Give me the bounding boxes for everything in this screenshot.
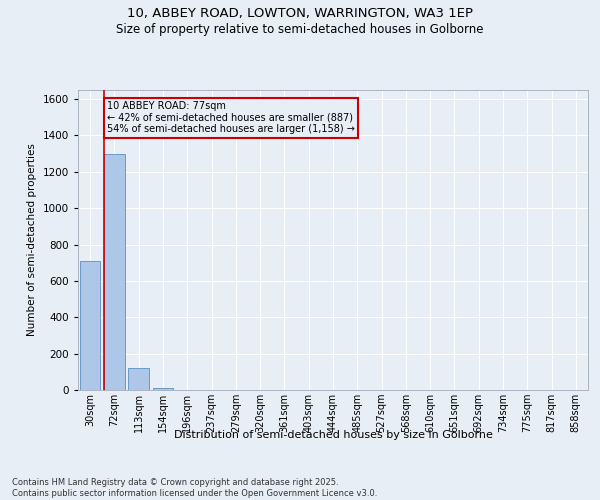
Text: Size of property relative to semi-detached houses in Golborne: Size of property relative to semi-detach… [116, 22, 484, 36]
Text: 10 ABBEY ROAD: 77sqm
← 42% of semi-detached houses are smaller (887)
54% of semi: 10 ABBEY ROAD: 77sqm ← 42% of semi-detac… [107, 101, 355, 134]
Bar [104, 154, 125, 390]
Text: 10, ABBEY ROAD, LOWTON, WARRINGTON, WA3 1EP: 10, ABBEY ROAD, LOWTON, WARRINGTON, WA3 … [127, 8, 473, 20]
Bar [80, 261, 100, 390]
Bar [152, 388, 173, 390]
Y-axis label: Number of semi-detached properties: Number of semi-detached properties [27, 144, 37, 336]
Text: Contains HM Land Registry data © Crown copyright and database right 2025.
Contai: Contains HM Land Registry data © Crown c… [12, 478, 377, 498]
Text: Distribution of semi-detached houses by size in Golborne: Distribution of semi-detached houses by … [173, 430, 493, 440]
Bar [128, 368, 149, 390]
